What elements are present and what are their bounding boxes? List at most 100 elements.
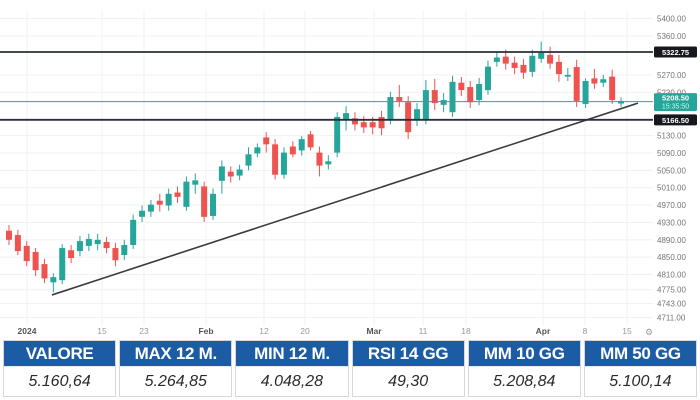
candle (263, 137, 270, 145)
y-axis-label: 5130.00 (657, 132, 686, 141)
trendline[interactable] (51, 102, 639, 296)
y-axis-label: 5360.00 (657, 32, 686, 41)
x-axis-label: 20 (300, 326, 310, 336)
candle (32, 251, 39, 271)
candle (378, 116, 385, 129)
candle (147, 204, 154, 212)
x-axis-label: 11 (419, 326, 428, 336)
candle (236, 169, 243, 176)
y-axis-label: 4775.00 (657, 286, 686, 295)
candle (174, 192, 181, 197)
x-axis-label: 12 (259, 326, 269, 336)
x-axis-label: 15 (97, 326, 107, 336)
candle (165, 193, 172, 206)
candle (396, 97, 403, 101)
y-axis-label: 4743.00 (657, 300, 686, 309)
y-axis-label: 5090.00 (657, 149, 686, 158)
y-axis-label: 5270.00 (657, 71, 686, 80)
y-axis-label: 5400.00 (657, 14, 686, 23)
price-level-badge (654, 114, 697, 126)
candle (564, 74, 571, 77)
chart-canvas[interactable]: 5400.00 5360.00 5270.00 5230.00 5130.00 5090.… (0, 0, 700, 340)
table-col-mm50: MM 50 GG 5.100,14 (583, 340, 698, 397)
candle (431, 90, 438, 104)
table-col-mm10: MM 10 GG 5.208,84 (467, 340, 581, 397)
x-axis-label: 18 (461, 326, 471, 336)
candle (272, 144, 279, 175)
candle (254, 147, 261, 154)
last-price-countdown: 15:35:50 (662, 104, 689, 111)
candle (325, 161, 332, 165)
candle (316, 152, 323, 166)
y-axis-label: 4930.00 (657, 218, 686, 227)
x-axis-label: 8 (583, 326, 588, 336)
candle (41, 264, 48, 279)
candle (440, 100, 447, 105)
candle (334, 116, 341, 153)
candle (609, 76, 616, 101)
table-value-rsi14: 49,30 (352, 366, 464, 396)
table-header-mm10: MM 10 GG (468, 341, 580, 366)
candle (280, 152, 287, 175)
price-level-badge-label: 5322.75 (662, 48, 689, 57)
table-col-rsi14: RSI 14 GG 49,30 (351, 340, 465, 397)
candle (139, 210, 146, 217)
candle (183, 181, 190, 207)
candle (156, 200, 163, 205)
candle (529, 55, 536, 72)
candle (351, 118, 358, 125)
last-price-badge-value: 5208.50 (662, 94, 689, 103)
candle (458, 82, 465, 91)
candle (68, 250, 75, 259)
candlestick-chart[interactable]: 5400.00 5360.00 5270.00 5230.00 5130.00 5090.… (0, 0, 700, 340)
candle (76, 241, 83, 252)
x-axis-label: Feb (198, 326, 213, 336)
table-header-min12m: MIN 12 M. (236, 341, 348, 366)
candle (218, 166, 225, 181)
candle (369, 122, 376, 128)
table-col-max12m: MAX 12 M. 5.264,85 (119, 340, 233, 397)
candle (289, 146, 296, 155)
candle (23, 245, 30, 262)
candle (618, 100, 625, 104)
table-header-valore: VALORE (4, 341, 116, 366)
candle (130, 219, 137, 246)
candle (600, 79, 607, 83)
candle (422, 90, 429, 120)
candle (591, 78, 598, 84)
candle (112, 248, 119, 261)
settings-gear-icon[interactable]: ⚙ (645, 327, 653, 337)
candle (245, 154, 252, 166)
candle (414, 109, 421, 121)
candle (210, 193, 217, 216)
candle (511, 62, 518, 68)
y-axis-label: 4890.00 (657, 236, 686, 245)
summary-table: VALORE 5.160,64 MAX 12 M. 5.264,85 MIN 1… (3, 340, 698, 397)
x-axis-label: 15 (622, 326, 632, 336)
candle (121, 245, 128, 256)
candle (94, 239, 101, 245)
y-axis-label: 4850.00 (657, 253, 686, 262)
y-axis-label: 5230.00 (657, 88, 686, 97)
candle (547, 54, 554, 64)
candle (538, 52, 545, 59)
y-axis-label: 4810.00 (657, 271, 686, 280)
table-header-mm50: MM 50 GG (584, 341, 697, 366)
candle (360, 122, 367, 128)
table-value-valore: 5.160,64 (4, 366, 116, 396)
candle (103, 241, 110, 249)
candle (50, 277, 57, 283)
table-header-rsi14: RSI 14 GG (352, 341, 464, 366)
candle (6, 230, 12, 240)
candle (502, 56, 509, 64)
price-level-badge-label: 5166.50 (662, 116, 689, 125)
x-axis-label: Apr (536, 326, 551, 336)
candle (484, 66, 491, 91)
candle (201, 186, 208, 217)
candle (449, 81, 456, 113)
candle (343, 113, 350, 120)
y-axis-label: 5010.00 (657, 184, 686, 193)
price-level-badge (654, 46, 697, 58)
candle (493, 57, 500, 62)
